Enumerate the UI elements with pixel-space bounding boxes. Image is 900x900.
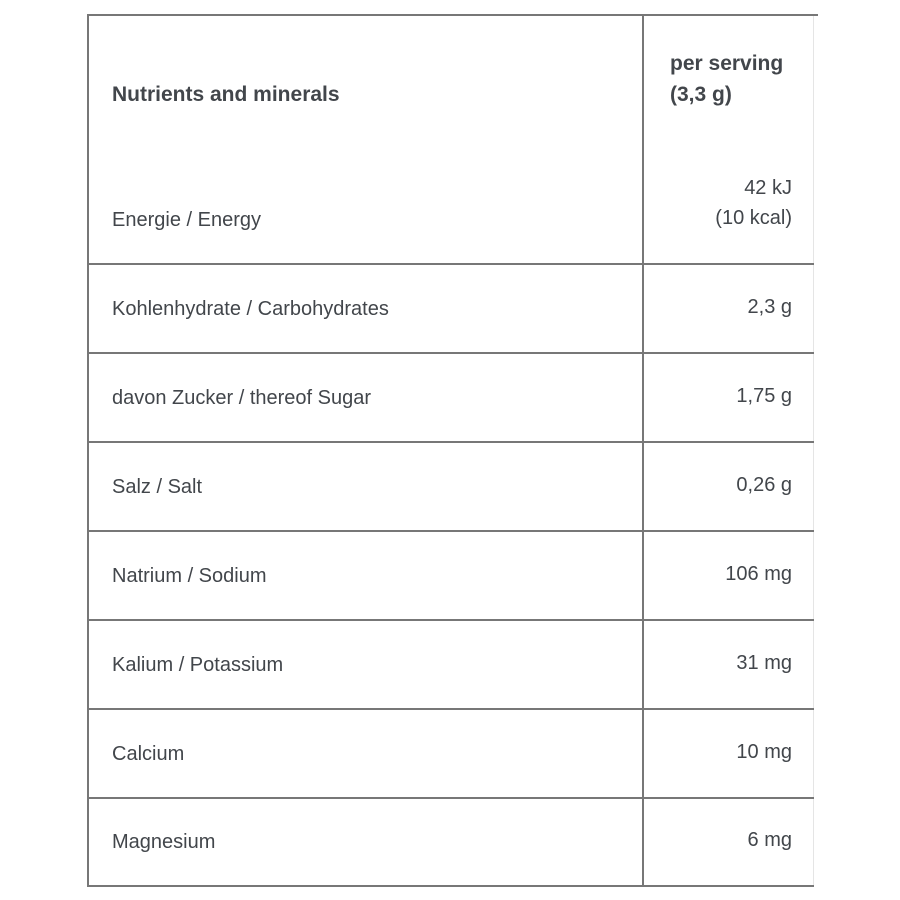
table-row-calcium: Calcium 10 mg (88, 709, 814, 798)
row-value: 42 kJ (10 kcal) (643, 134, 814, 264)
per-serving-line2: (3,3 g) (670, 83, 732, 106)
row-value: 0,26 g (736, 474, 792, 496)
row-label: Kohlenhydrate / Carbohydrates (88, 264, 644, 353)
table-row-energy: Energie / Energy 42 kJ (10 kcal) (88, 134, 814, 264)
row-value: 106 mg (725, 563, 792, 585)
table-row-salt: Salz / Salt 0,26 g (88, 442, 814, 531)
row-value: 1,75 g (736, 385, 792, 407)
per-serving-line1: per serving (670, 52, 784, 75)
row-label: Kalium / Potassium (88, 620, 644, 709)
row-label: Magnesium (88, 798, 644, 886)
row-label: davon Zucker / thereof Sugar (88, 353, 644, 442)
row-value-line2: (10 kcal) (715, 207, 792, 229)
row-value: 31 mg (736, 652, 792, 674)
row-value-line1: 42 kJ (744, 177, 792, 199)
row-value: 10 mg (736, 741, 792, 763)
table-row-carbohydrates: Kohlenhydrate / Carbohydrates 2,3 g (88, 264, 814, 353)
table-row-sugar: davon Zucker / thereof Sugar 1,75 g (88, 353, 814, 442)
row-label: Energie / Energy (88, 134, 644, 264)
table-row-potassium: Kalium / Potassium 31 mg (88, 620, 814, 709)
table-header-row: Nutrients and minerals per serving (3,3 … (88, 15, 814, 134)
nutrition-table: Nutrients and minerals per serving (3,3 … (87, 14, 814, 887)
row-label: Natrium / Sodium (88, 531, 644, 620)
column-header-per-serving: per serving (3,3 g) (643, 15, 814, 134)
column-header-nutrients: Nutrients and minerals (88, 15, 644, 134)
row-label: Salz / Salt (88, 442, 644, 531)
column-header-nutrients-label: Nutrients and minerals (112, 83, 340, 106)
row-value: 6 mg (747, 829, 792, 851)
row-value: 2,3 g (747, 296, 792, 318)
row-label: Calcium (88, 709, 644, 798)
table-row-sodium: Natrium / Sodium 106 mg (88, 531, 814, 620)
table-row-magnesium: Magnesium 6 mg (88, 798, 814, 886)
